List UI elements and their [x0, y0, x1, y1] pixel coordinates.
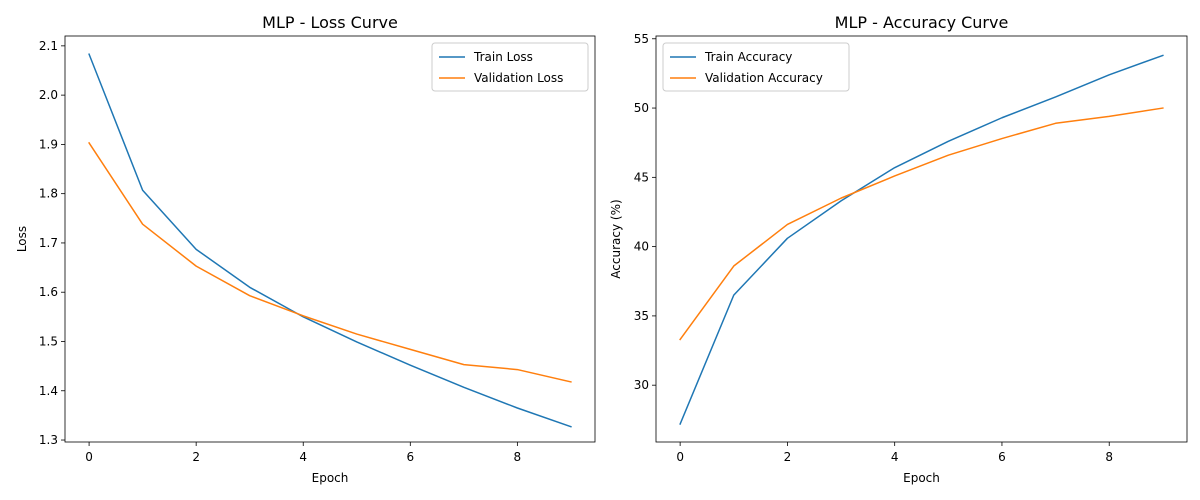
- loss-y-tick-label: 1.5: [39, 334, 58, 348]
- loss-series-line-train: [88, 53, 572, 428]
- accuracy-legend: Train Accuracy Validation Accuracy: [662, 42, 850, 92]
- loss-y-tick-label: 1.6: [39, 285, 58, 299]
- accuracy-legend-label: Train Accuracy: [704, 50, 792, 64]
- loss-legend-box: [431, 42, 589, 92]
- loss-series-line-validation: [88, 141, 572, 383]
- loss-x-tick-label: 2: [192, 450, 200, 464]
- accuracy-legend-box: [662, 42, 850, 92]
- accuracy-y-tick-label: 30: [634, 378, 649, 392]
- loss-x-tick-label: 4: [299, 450, 307, 464]
- accuracy-y-tick-label: 45: [634, 170, 649, 184]
- loss-x-tick-label: 8: [514, 450, 522, 464]
- accuracy-x-tick-label: 6: [998, 450, 1006, 464]
- loss-legend-label: Validation Loss: [474, 71, 563, 85]
- loss-x-axis-label: Epoch: [312, 471, 349, 485]
- accuracy-y-tick-label: 35: [634, 309, 649, 323]
- accuracy-x-tick-label: 4: [891, 450, 899, 464]
- accuracy-series-line-validation: [679, 107, 1164, 341]
- accuracy-x-tick-label: 2: [784, 450, 792, 464]
- accuracy-plot-frame: [655, 35, 1188, 443]
- loss-y-tick-label: 1.8: [39, 187, 58, 201]
- accuracy-legend-label: Validation Accuracy: [705, 71, 823, 85]
- loss-y-tick-label: 2.1: [39, 39, 58, 53]
- loss-y-tick-label: 1.7: [39, 236, 58, 250]
- accuracy-y-axis-label: Accuracy (%): [609, 199, 623, 278]
- loss-y-tick-label: 2.0: [39, 88, 58, 102]
- loss-chart-panel: MLP - Loss Curve 0 2 4 6 8 1.3 1.4 1.5 1.6 1.7 1.8 1…: [15, 13, 596, 485]
- loss-legend: Train Loss Validation Loss: [431, 42, 589, 92]
- accuracy-y-tick-label: 50: [634, 101, 649, 115]
- loss-y-axis-label: Loss: [15, 226, 29, 252]
- accuracy-y-tick-label: 55: [634, 32, 649, 46]
- accuracy-x-axis-label: Epoch: [903, 471, 940, 485]
- loss-y-tick-label: 1.9: [39, 137, 58, 151]
- accuracy-y-tick-label: 40: [634, 240, 649, 254]
- loss-plot-frame: [64, 35, 596, 443]
- accuracy-x-tick-label: 0: [676, 450, 684, 464]
- loss-chart-title: MLP - Loss Curve: [262, 13, 398, 32]
- accuracy-chart-panel: MLP - Accuracy Curve 0 2 4 6 8 30 35 40 45 50 55 Epo…: [609, 13, 1188, 485]
- loss-y-tick-label: 1.4: [39, 384, 58, 398]
- loss-x-tick-label: 0: [85, 450, 93, 464]
- loss-y-tick-label: 1.3: [39, 433, 58, 447]
- accuracy-x-tick-label: 8: [1105, 450, 1113, 464]
- loss-x-tick-label: 6: [406, 450, 414, 464]
- loss-legend-label: Train Loss: [473, 50, 533, 64]
- accuracy-chart-title: MLP - Accuracy Curve: [835, 13, 1009, 32]
- accuracy-series-line-train: [679, 54, 1164, 425]
